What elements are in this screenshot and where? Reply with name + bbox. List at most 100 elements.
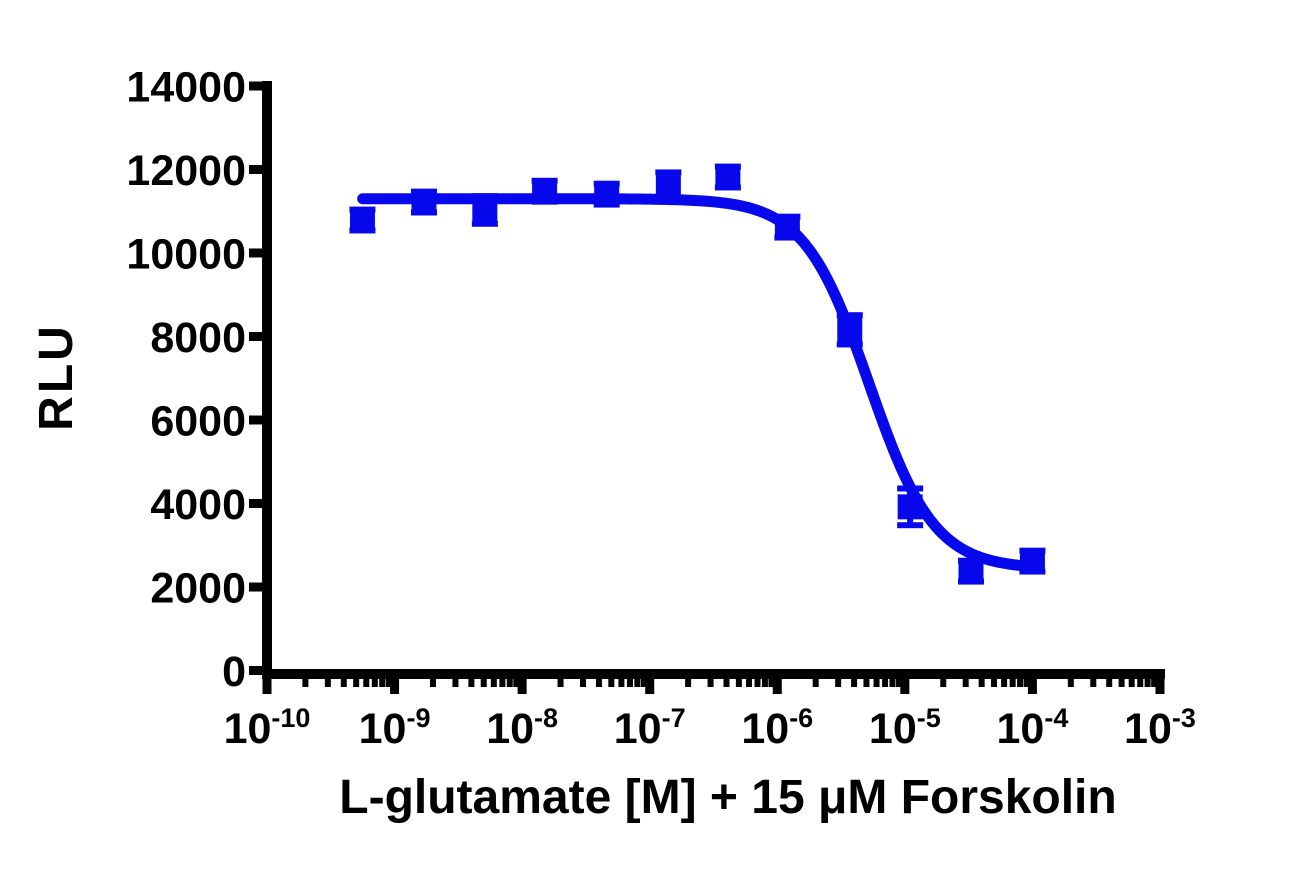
y-tick-label: 0 (222, 648, 246, 696)
x-tick-label: 10-3 (1124, 703, 1196, 753)
x-minor-tick (490, 679, 497, 687)
y-tick (249, 666, 262, 675)
error-bar-cap-bottom (836, 341, 863, 348)
x-minor-tick (340, 679, 347, 687)
y-tick-label: 10000 (126, 231, 246, 279)
x-minor-tick (506, 679, 513, 687)
x-minor-tick (595, 679, 602, 687)
error-bar-cap-bottom (897, 522, 924, 529)
x-tick-label: 10-4 (996, 703, 1068, 753)
x-minor-tick (835, 679, 842, 687)
error-bar-cap-bottom (655, 198, 682, 205)
x-tick-label: 10-7 (614, 703, 686, 753)
data-point-marker (1019, 548, 1045, 574)
data-point-marker (715, 164, 741, 190)
x-minor-tick (991, 679, 998, 687)
x-minor-tick (608, 679, 615, 687)
x-major-tick (1155, 679, 1165, 694)
x-minor-tick (962, 679, 969, 687)
x-minor-tick (761, 679, 768, 687)
error-bar-cap-bottom (471, 220, 498, 227)
x-major-tick (900, 679, 910, 694)
x-minor-tick (626, 679, 633, 687)
x-minor-tick (768, 679, 775, 687)
x-minor-tick (557, 679, 564, 687)
x-minor-tick (1137, 679, 1144, 687)
x-minor-tick (302, 679, 309, 687)
data-point-marker (411, 189, 437, 215)
x-minor-tick (324, 679, 331, 687)
data-point-marker (472, 197, 498, 223)
x-minor-tick (452, 679, 459, 687)
x-minor-tick (685, 679, 692, 687)
x-axis-line (262, 669, 1165, 679)
x-minor-tick (480, 679, 487, 687)
y-tick (249, 499, 262, 508)
x-minor-tick (385, 679, 392, 687)
x-major-tick (1027, 679, 1037, 694)
x-major-tick (772, 679, 782, 694)
x-minor-tick (1023, 679, 1030, 687)
x-tick-label: 10-10 (224, 703, 311, 753)
x-minor-tick (499, 679, 506, 687)
y-tick (249, 165, 262, 174)
error-bar-cap-top (655, 169, 682, 176)
x-minor-tick (640, 679, 647, 687)
data-point-marker (958, 558, 984, 584)
x-minor-tick (863, 679, 870, 687)
x-minor-tick (618, 679, 625, 687)
x-minor-tick (723, 679, 730, 687)
x-minor-tick (940, 679, 947, 687)
data-point-marker (532, 178, 558, 204)
x-tick-label: 10-6 (741, 703, 813, 753)
y-tick (249, 81, 262, 91)
x-minor-tick (363, 679, 370, 687)
y-tick-label: 14000 (126, 64, 246, 112)
x-minor-tick (1128, 679, 1135, 687)
y-tick (249, 415, 262, 425)
y-tick (249, 332, 262, 341)
x-minor-tick (1017, 679, 1024, 687)
x-minor-tick (429, 679, 436, 687)
x-minor-tick (707, 679, 714, 687)
data-point-marker (594, 181, 620, 207)
x-minor-tick (634, 679, 641, 687)
y-axis-title: RLU (30, 323, 83, 431)
x-minor-tick (1106, 679, 1113, 687)
x-minor-tick (889, 679, 896, 687)
x-minor-tick (745, 679, 752, 687)
y-tick-label: 6000 (150, 398, 246, 446)
x-major-tick (517, 679, 527, 694)
x-minor-tick (513, 679, 520, 687)
x-minor-tick (353, 679, 360, 687)
x-minor-tick (371, 679, 378, 687)
x-tick-label: 10-8 (486, 703, 558, 753)
data-point-marker (655, 174, 681, 200)
x-minor-tick (735, 679, 742, 687)
x-minor-tick (882, 679, 889, 687)
error-bar-cap-top (897, 485, 924, 492)
x-minor-tick (580, 679, 587, 687)
data-point-marker (837, 317, 863, 343)
x-major-tick (262, 679, 272, 694)
x-minor-tick (1144, 679, 1151, 687)
x-major-tick (390, 679, 400, 694)
x-minor-tick (896, 679, 903, 687)
y-tick-label: 8000 (150, 314, 246, 362)
error-bar-cap-top (471, 193, 498, 200)
x-minor-tick (873, 679, 880, 687)
x-axis-title: L-glutamate [M] + 15 μM Forskolin (339, 771, 1116, 824)
x-minor-tick (812, 679, 819, 687)
data-point-marker (349, 207, 375, 233)
y-tick-label: 12000 (126, 147, 246, 195)
x-minor-tick (1090, 679, 1097, 687)
data-point-marker (897, 494, 923, 520)
x-minor-tick (978, 679, 985, 687)
x-minor-tick (754, 679, 761, 687)
y-tick (249, 248, 262, 258)
y-tick-label: 2000 (150, 565, 246, 613)
x-major-tick (645, 679, 655, 694)
x-tick-label: 10-9 (359, 703, 431, 753)
